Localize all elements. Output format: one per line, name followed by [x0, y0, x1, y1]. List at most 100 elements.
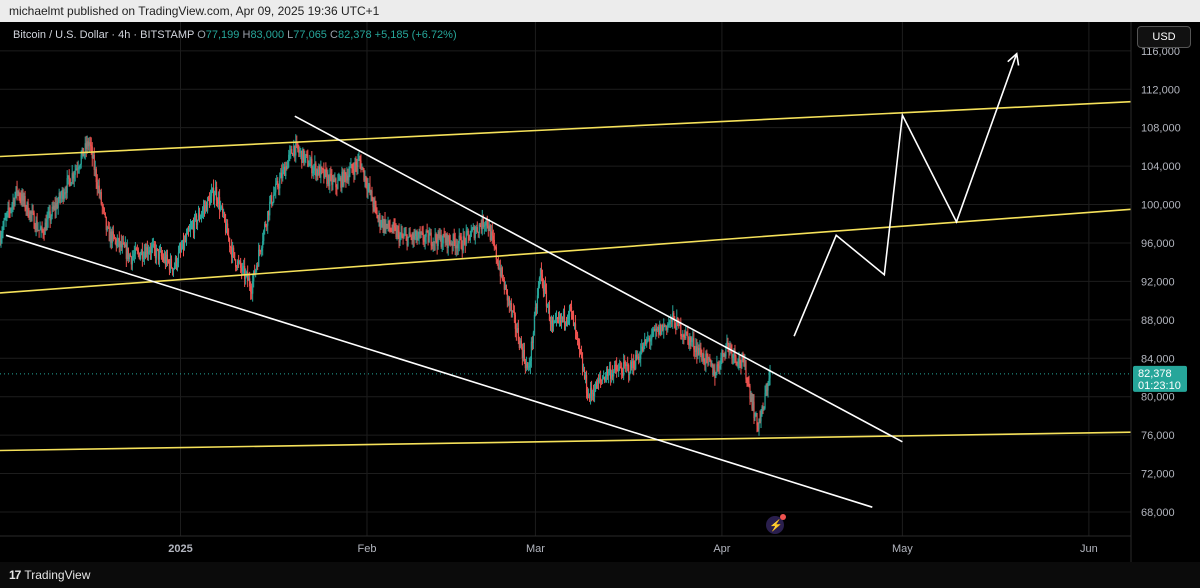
candle-body: [209, 196, 212, 206]
candle-body: [426, 231, 428, 233]
candle-body: [500, 267, 502, 277]
candle-body: [129, 254, 131, 257]
candle-body: [714, 370, 716, 378]
candle-body: [638, 356, 640, 360]
candle-body: [566, 319, 569, 323]
candle-body: [122, 242, 124, 244]
candle-body: [563, 310, 566, 324]
candle-body: [147, 252, 149, 254]
candle-body: [205, 203, 208, 212]
candle-body: [511, 310, 513, 312]
tradingview-icon: 17: [9, 568, 21, 582]
candle-body: [466, 230, 468, 232]
candle-body: [254, 270, 256, 275]
candle-body: [571, 311, 574, 315]
candle-body: [436, 240, 438, 246]
candle-body: [731, 349, 733, 358]
price-chart[interactable]: 116,000 112,000 108,000 104,000 100,000 96,00…: [0, 22, 1200, 562]
candle-body: [78, 167, 80, 169]
candle-body: [149, 250, 151, 253]
time-axis[interactable]: 2025 Feb Mar Apr May Jun: [0, 535, 1131, 555]
candle-body: [345, 174, 347, 181]
candle-body: [615, 364, 617, 366]
candle-body: [57, 201, 59, 209]
candle-body: [212, 187, 215, 201]
candle-body: [282, 169, 284, 179]
candle-body: [573, 323, 576, 327]
candle-body: [552, 322, 555, 327]
candle-body: [449, 241, 451, 245]
candle-body: [587, 394, 590, 398]
sparkle-icon[interactable]: ⚡: [766, 514, 786, 534]
change-value: +5,185 (+6.72%): [374, 29, 457, 41]
price-axis[interactable]: 116,000 112,000 108,000 104,000 100,000 96,00…: [1130, 22, 1200, 562]
candle-body: [20, 198, 22, 202]
candle-body: [584, 375, 587, 379]
candle-body: [6, 212, 8, 217]
candle-body: [711, 363, 713, 367]
candle-body: [507, 297, 509, 301]
symbol-legend[interactable]: Bitcoin / U.S. Dollar · 4h · BITSTAMP O7…: [13, 29, 457, 41]
candle-body: [111, 231, 113, 244]
candle-body: [483, 225, 485, 228]
x-tick-label: 2025: [168, 543, 192, 555]
high-label: H: [242, 29, 251, 41]
last-price-tag: 82,378 01:23:10: [1133, 365, 1187, 392]
candle-body: [502, 279, 504, 281]
candle-body: [414, 236, 416, 239]
candle-body: [299, 151, 301, 153]
chart-area[interactable]: 116,000 112,000 108,000 104,000 100,000 96,00…: [0, 22, 1200, 562]
tradingview-logo[interactable]: 17 TradingView: [9, 568, 90, 582]
candle-body: [448, 235, 450, 242]
candle-body: [579, 349, 582, 354]
candle-body: [217, 197, 220, 204]
candle-body: [103, 208, 105, 213]
candle-body: [582, 370, 585, 372]
candle-body: [732, 355, 734, 358]
candle-body: [492, 235, 494, 240]
candle-body: [698, 348, 700, 355]
candle-body: [395, 227, 397, 238]
candle-body: [192, 224, 195, 233]
candle-body: [524, 360, 526, 369]
currency-button[interactable]: USD: [1137, 26, 1191, 48]
candle-body: [331, 174, 333, 185]
candle-body: [229, 238, 231, 247]
candle-body: [551, 319, 554, 327]
candle-body: [463, 236, 465, 239]
candle-body: [359, 159, 361, 161]
candle-body: [62, 190, 64, 200]
candle-body: [501, 267, 503, 280]
candle-body: [523, 349, 525, 361]
candle-body: [21, 193, 23, 202]
candle-body: [98, 185, 100, 194]
candle-body: [440, 234, 442, 247]
candle-body: [560, 316, 563, 321]
candle-body: [279, 178, 281, 189]
candle-body: [554, 318, 557, 322]
candle-body: [239, 261, 241, 263]
candle-body: [521, 347, 523, 359]
candle-body: [537, 286, 540, 296]
candle-body: [739, 356, 741, 364]
candle-body: [525, 363, 527, 369]
candle-body: [43, 233, 45, 235]
candle-body: [89, 142, 91, 145]
candle-body: [476, 227, 478, 232]
candle-body: [752, 401, 754, 409]
candle-body: [460, 236, 462, 249]
candle-body: [505, 285, 507, 290]
candle-body: [682, 334, 684, 337]
candle-body: [135, 248, 137, 251]
candle-body: [370, 191, 372, 194]
candle-body: [532, 332, 535, 344]
candle-body: [176, 263, 179, 267]
candle-body: [604, 377, 606, 381]
candle-body: [468, 234, 470, 241]
candle-body: [643, 342, 645, 351]
candle-body: [2, 226, 4, 233]
candle-body: [272, 201, 274, 205]
candle-body: [581, 357, 584, 371]
candle-body: [757, 425, 759, 430]
candle-body: [484, 224, 486, 226]
